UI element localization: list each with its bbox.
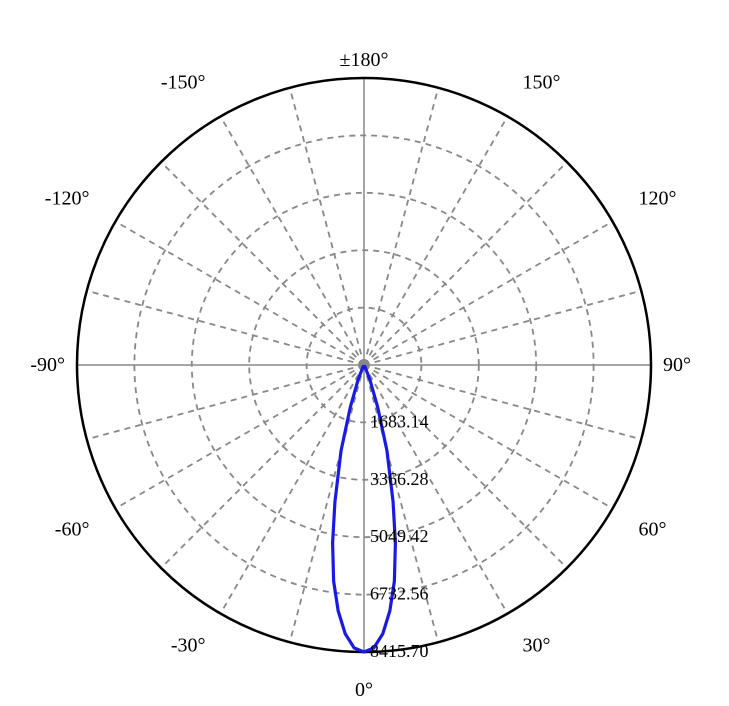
angle-label: 120°	[639, 188, 677, 210]
angle-label: 150°	[523, 71, 561, 93]
angle-label: -90°	[30, 354, 65, 376]
angle-label: -120°	[45, 188, 90, 210]
angle-label: 90°	[663, 354, 691, 376]
angle-label: 60°	[639, 519, 667, 541]
polar-chart-svg: 1683.14 3366.28 5049.42 6732.56 8415.70 0° 30°…	[0, 0, 729, 706]
angle-label: 0°	[355, 679, 373, 701]
ring-label: 6732.56	[370, 584, 429, 604]
ring-label: 8415.70	[370, 641, 429, 661]
ring-label: 3366.28	[370, 469, 429, 489]
polar-chart: 1683.14 3366.28 5049.42 6732.56 8415.70 0° 30°…	[0, 0, 729, 706]
ring-label: 1683.14	[370, 411, 429, 431]
angle-label: 30°	[523, 635, 551, 657]
angle-label: ±180°	[340, 49, 389, 71]
angle-label: -60°	[55, 519, 90, 541]
angle-label: -30°	[171, 635, 206, 657]
angle-label: -150°	[161, 71, 206, 93]
ring-label: 5049.42	[370, 526, 429, 546]
